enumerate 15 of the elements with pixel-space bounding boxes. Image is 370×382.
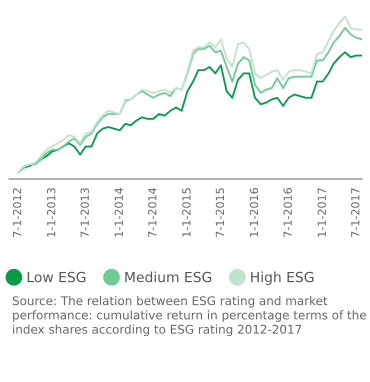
source-note: Source: The relation between ESG rating and market performance: cumulative return in percentage terms of the index shares according to ESG rating 2012-2017 <box>12 296 366 336</box>
x-tick-label: 7-1-2014 <box>148 188 156 237</box>
x-tick-label: 7-1-2012 <box>12 188 22 237</box>
legend-label: High ESG <box>251 272 314 285</box>
x-tick-label: 7-1-2016 <box>283 188 292 237</box>
x-tick-label: 1-1-2017 <box>318 188 326 237</box>
x-tick-label: 1-1-2013 <box>46 188 56 237</box>
x-tick-label: 7-1-2015 <box>216 188 224 237</box>
x-tick-label: 7-1-2013 <box>80 188 89 237</box>
x-tick-label: 7-1-2017 <box>351 188 360 237</box>
x-tick-label: 1-1-2015 <box>182 188 191 237</box>
x-tick-label: 1-1-2014 <box>114 188 123 237</box>
legend-label: Medium ESG <box>125 272 212 282</box>
x-tick-label: 1-1-2016 <box>250 188 258 237</box>
legend-label: Low ESG <box>28 272 86 282</box>
